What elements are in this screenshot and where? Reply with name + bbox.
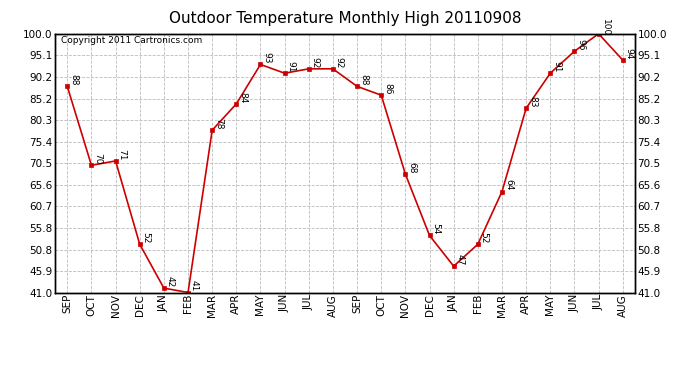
Text: 71: 71	[117, 148, 126, 160]
Text: Outdoor Temperature Monthly High 20110908: Outdoor Temperature Monthly High 2011090…	[169, 11, 521, 26]
Text: 52: 52	[480, 232, 489, 243]
Text: 93: 93	[262, 52, 271, 64]
Text: 41: 41	[190, 280, 199, 292]
Text: 70: 70	[93, 153, 102, 165]
Text: 91: 91	[286, 61, 295, 72]
Text: 86: 86	[383, 83, 392, 94]
Text: 100: 100	[600, 18, 609, 36]
Text: Copyright 2011 Cartronics.com: Copyright 2011 Cartronics.com	[61, 36, 202, 45]
Text: 68: 68	[407, 162, 416, 173]
Text: 92: 92	[335, 57, 344, 68]
Text: 54: 54	[431, 223, 440, 235]
Text: 64: 64	[504, 179, 513, 191]
Text: 92: 92	[310, 57, 319, 68]
Text: 78: 78	[214, 118, 223, 129]
Text: 91: 91	[552, 61, 561, 72]
Text: 88: 88	[69, 74, 78, 86]
Text: 83: 83	[528, 96, 537, 108]
Text: 47: 47	[455, 254, 464, 265]
Text: 42: 42	[166, 276, 175, 287]
Text: 94: 94	[624, 48, 633, 59]
Text: 84: 84	[238, 92, 247, 103]
Text: 88: 88	[359, 74, 368, 86]
Text: 52: 52	[141, 232, 150, 243]
Text: 96: 96	[576, 39, 585, 51]
